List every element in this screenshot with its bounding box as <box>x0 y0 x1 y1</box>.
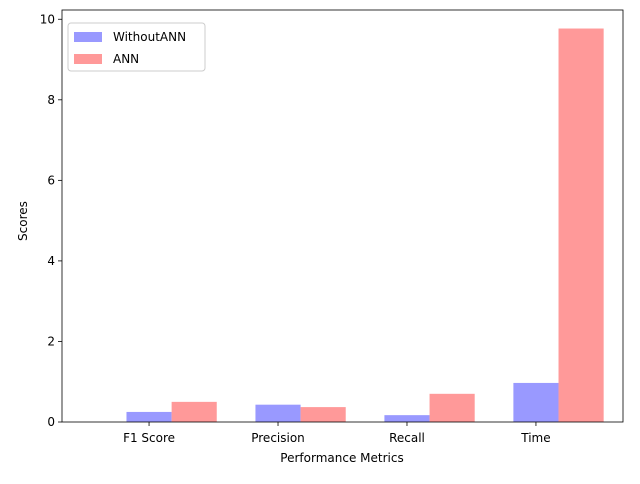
bar-withoutann-time <box>513 382 559 422</box>
y-tick-label: 2 <box>47 334 55 348</box>
bar-ann-precision <box>300 407 346 422</box>
y-tick-label: 10 <box>40 12 55 26</box>
legend-swatch-ann <box>74 54 102 64</box>
x-axis-label: Performance Metrics <box>280 451 403 465</box>
x-tick-label: Time <box>520 431 550 445</box>
bar-ann-time <box>558 28 604 422</box>
y-tick-label: 8 <box>47 93 55 107</box>
y-tick-label: 0 <box>47 415 55 429</box>
legend-label-withoutann: WithoutANN <box>113 30 186 44</box>
legend: WithoutANN ANN <box>67 22 206 72</box>
y-tick-label: 4 <box>47 254 55 268</box>
x-tick-label: Recall <box>389 431 425 445</box>
bar-withoutann-precision <box>255 404 301 422</box>
legend-label-ann: ANN <box>113 52 139 66</box>
bar-ann-recall <box>429 393 475 422</box>
plot-frame <box>61 9 624 423</box>
x-tick-label: F1 Score <box>123 431 175 445</box>
x-tick-label: Precision <box>251 431 305 445</box>
bar-withoutann-f1-score <box>126 411 172 422</box>
legend-swatch-withoutann <box>74 32 102 42</box>
legend-box <box>67 22 206 72</box>
y-tick-label: 6 <box>47 173 55 187</box>
bars <box>126 28 604 422</box>
y-axis-label: Scores <box>16 201 30 241</box>
bar-ann-f1-score <box>171 401 217 422</box>
axes: 0 2 4 6 8 10 F1 Score Precision Recall Time <box>40 9 624 445</box>
bar-withoutann-recall <box>384 415 430 422</box>
